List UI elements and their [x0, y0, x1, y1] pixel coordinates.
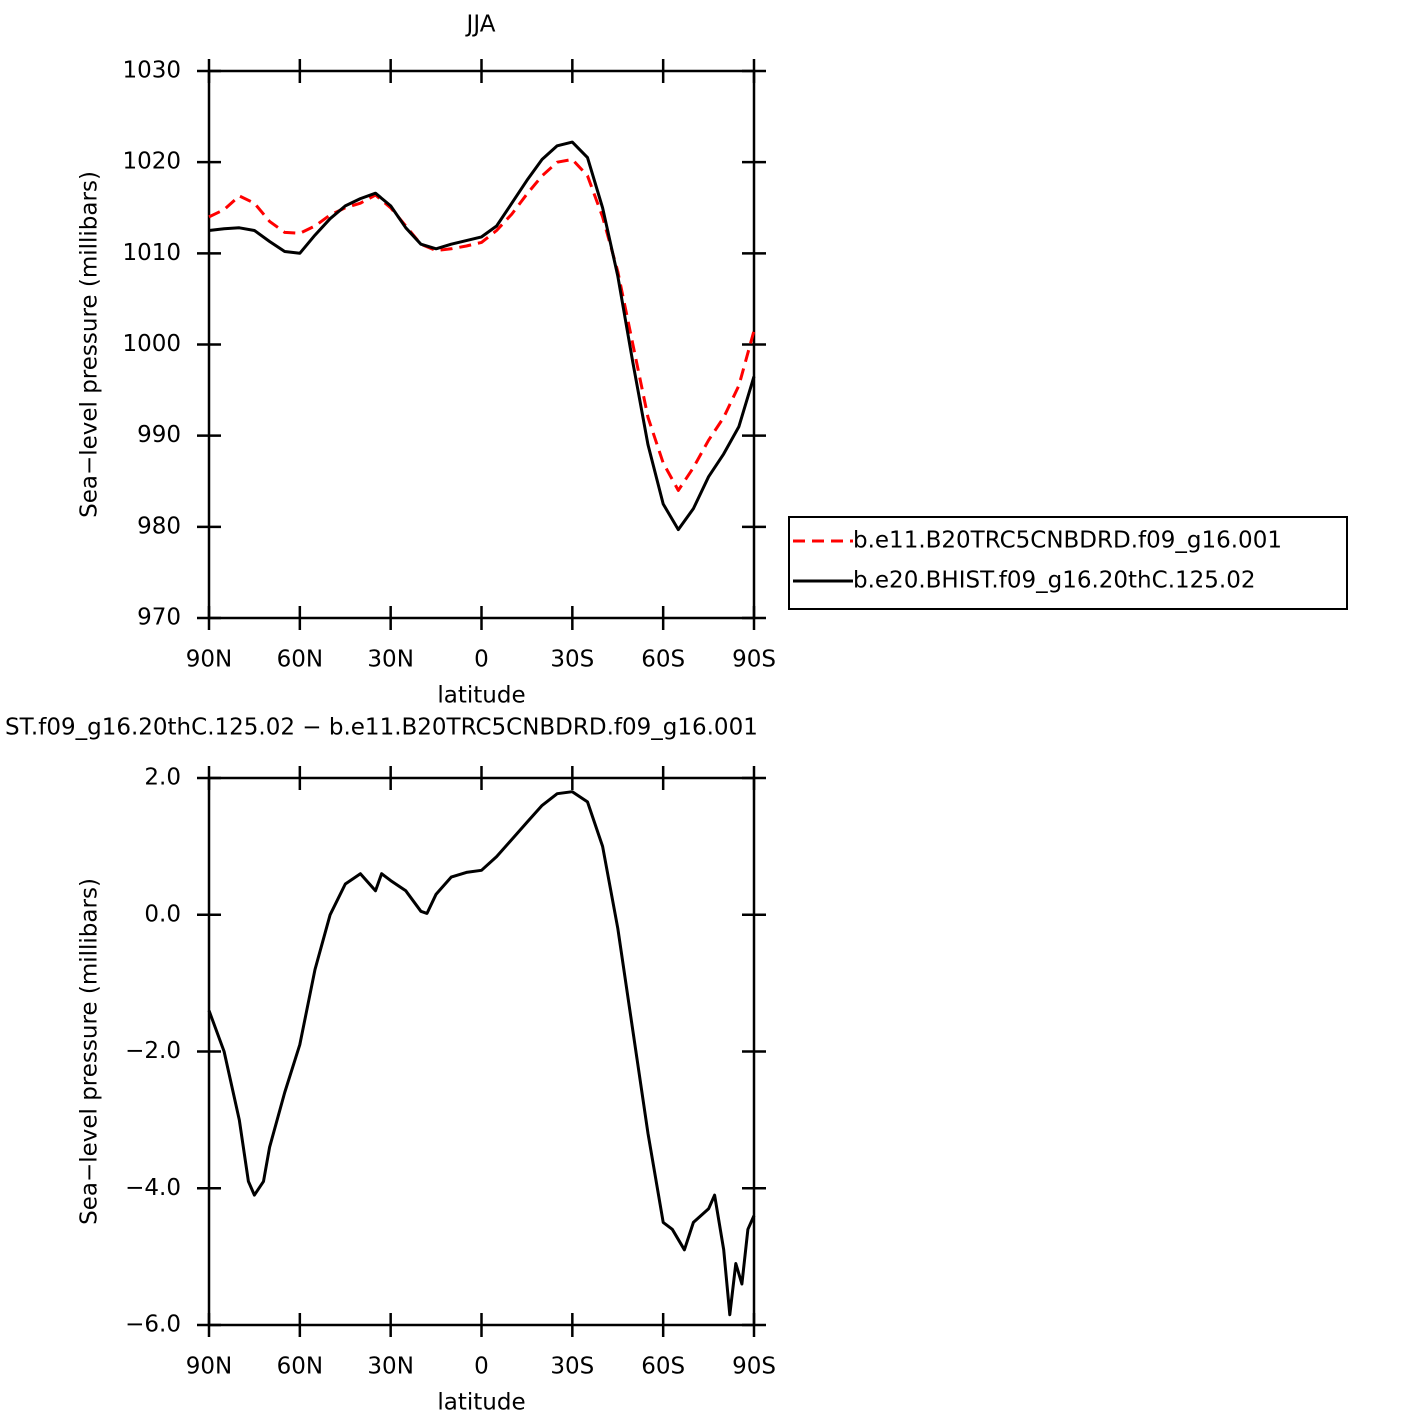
plot-frame — [207, 776, 756, 1327]
y-axis-label: Sea−level pressure (millibars) — [77, 171, 103, 518]
x-tick-label: 60N — [277, 1354, 323, 1380]
plot-frame — [207, 69, 756, 620]
y-tick-label: −6.0 — [125, 1312, 181, 1338]
x-tick-label: 90N — [186, 647, 232, 673]
y-axis-label: Sea−level pressure (millibars) — [77, 878, 103, 1225]
legend-label: b.e20.BHIST.f09_g16.20thC.125.02 — [853, 568, 1255, 594]
y-tick-label: 0.0 — [144, 901, 181, 927]
x-axis-label: latitude — [437, 1390, 525, 1416]
y-tick-label: 1010 — [122, 240, 181, 266]
x-tick-label: 90N — [186, 1354, 232, 1380]
y-tick-label: 2.0 — [144, 765, 181, 791]
y-tick-label: −4.0 — [125, 1175, 181, 1201]
y-tick-label: −2.0 — [125, 1038, 181, 1064]
chart-title: ST.f09_g16.20thC.125.02 − b.e11.B20TRC5C… — [5, 715, 758, 741]
x-tick-label: 30S — [550, 647, 594, 673]
y-tick-label: 970 — [137, 605, 181, 631]
legend-box — [788, 516, 1348, 610]
x-tick-label: 90S — [732, 1354, 776, 1380]
x-tick-label: 0 — [474, 1354, 489, 1380]
series-line — [208, 140, 756, 532]
y-tick-label: 1030 — [122, 58, 181, 84]
x-tick-label: 0 — [474, 647, 489, 673]
y-tick-label: 980 — [137, 513, 181, 539]
x-tick-label: 30S — [550, 1354, 594, 1380]
x-axis-label: latitude — [437, 683, 525, 709]
x-tick-label: 30N — [367, 647, 413, 673]
series-line — [208, 157, 756, 492]
legend-label: b.e11.B20TRC5CNBDRD.f09_g16.001 — [853, 528, 1282, 554]
y-tick-label: 1000 — [122, 331, 181, 357]
y-tick-label: 1020 — [122, 149, 181, 175]
x-tick-label: 30N — [367, 1354, 413, 1380]
chart-title: JJA — [465, 12, 496, 38]
y-tick-label: 990 — [137, 422, 181, 448]
x-tick-label: 90S — [732, 647, 776, 673]
x-tick-label: 60N — [277, 647, 323, 673]
x-tick-label: 60S — [641, 647, 685, 673]
x-tick-label: 60S — [641, 1354, 685, 1380]
series-line — [207, 790, 756, 1317]
